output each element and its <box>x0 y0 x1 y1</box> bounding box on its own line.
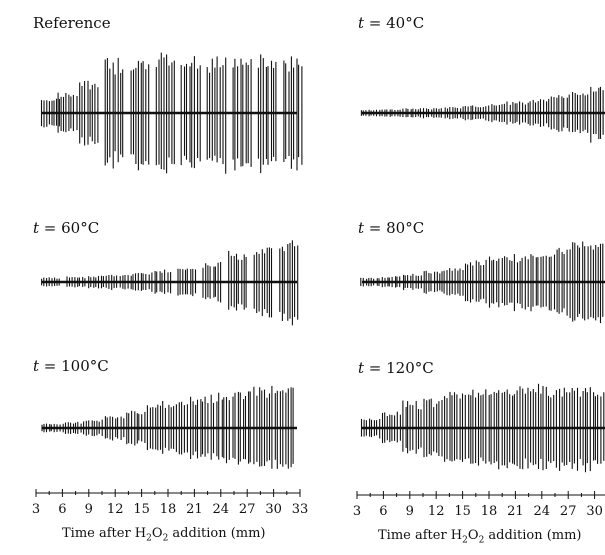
oscillation-burst <box>207 57 226 174</box>
x-tick-label: 9 <box>85 502 93 517</box>
x-tick-label: 9 <box>406 504 414 519</box>
x-tick-label: 27 <box>560 504 577 519</box>
x-tick-label: 12 <box>107 502 124 517</box>
panel-title-80c: t = 80°C <box>358 219 424 237</box>
oscillation-burst <box>229 251 246 311</box>
oscillation-burst <box>486 389 505 469</box>
panel-title-40c: t = 40°C <box>358 14 424 32</box>
x-tick-label: 21 <box>507 504 524 519</box>
x-tick-label: 30 <box>586 504 603 519</box>
x-axis-label-right: Time after H2O2 addition (mm) <box>378 528 582 546</box>
oscillation-burst <box>591 244 605 324</box>
oscillation-burst <box>570 388 588 472</box>
x-tick-label: 6 <box>58 502 66 517</box>
x-tick-label: 15 <box>133 502 150 517</box>
x-tick-label: 30 <box>265 502 282 517</box>
oscillation-burst <box>549 388 567 471</box>
x-tick-label: 21 <box>186 502 203 517</box>
panel-title-reference: Reference <box>33 14 111 32</box>
x-tick-label: 33 <box>292 502 309 517</box>
oscillation-burst <box>591 87 605 143</box>
oscillation-burst <box>178 269 196 297</box>
panel-title-120c: t = 120°C <box>358 359 434 377</box>
x-tick-label: 27 <box>239 502 256 517</box>
oscillation-burst <box>590 387 605 471</box>
x-tick-label: 18 <box>160 502 177 517</box>
x-tick-label: 24 <box>534 504 551 519</box>
panel-title-60c: t = 60°C <box>33 219 99 237</box>
x-tick-label: 6 <box>379 504 387 519</box>
x-tick-label: 18 <box>481 504 498 519</box>
x-axis-label-left: Time after H2O2 addition (mm) <box>62 526 266 544</box>
oscillation-burst <box>233 59 251 171</box>
x-tick-label: 12 <box>428 504 445 519</box>
x-tick-label: 3 <box>353 504 361 519</box>
x-tick-label: 24 <box>213 502 230 517</box>
panel-title-100c: t = 100°C <box>33 357 109 375</box>
oscillation-burst <box>131 61 149 171</box>
oscillation-burst <box>383 412 401 443</box>
x-tick-label: 15 <box>454 504 471 519</box>
x-tick-label: 3 <box>32 502 40 517</box>
